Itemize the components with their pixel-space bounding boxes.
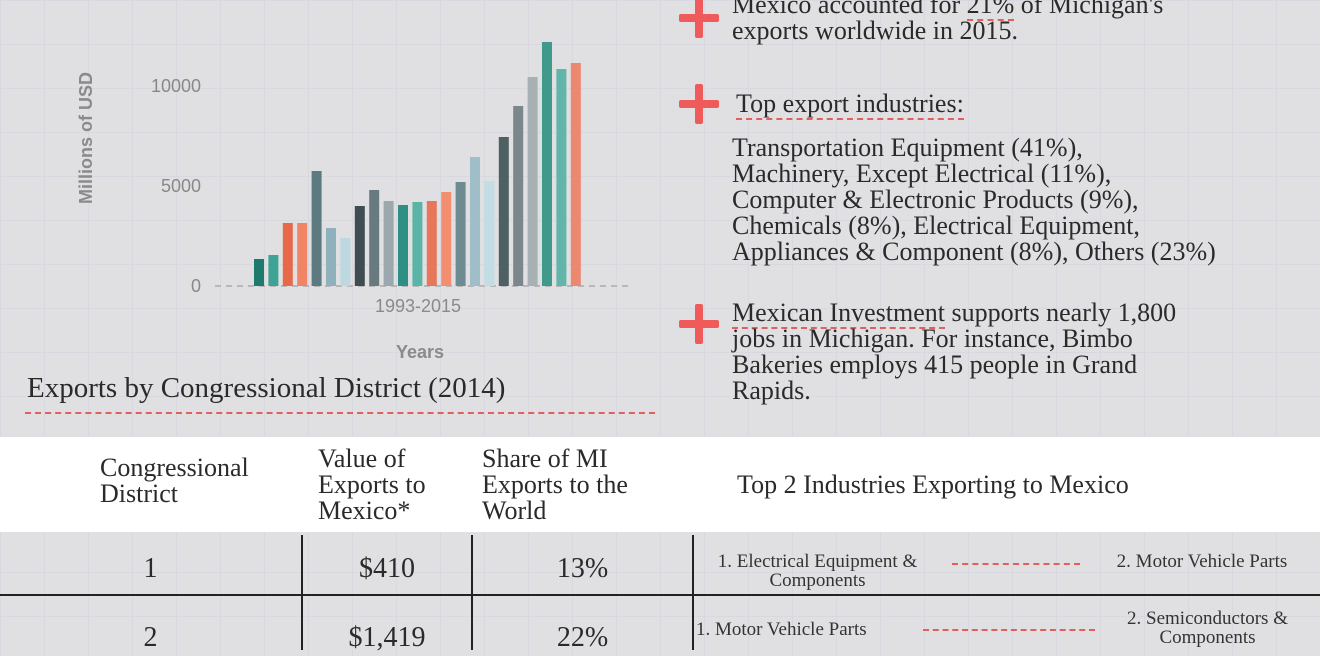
section-underline [25, 412, 655, 414]
x-tick-label: 1993-2015 [375, 296, 461, 316]
plus-icon [679, 84, 719, 124]
bar-1994 [268, 255, 279, 286]
y-tick-label: 10000 [151, 76, 201, 96]
bar-2002 [383, 201, 394, 286]
table-row: 2 $1,419 22% 1. Motor Vehicle Parts 2. S… [0, 596, 1320, 656]
industry-line: Appliances & Component (8%), Others (23%… [732, 237, 1216, 266]
y-tick-label: 0 [191, 276, 201, 296]
exports-bar-chart: Millions of USD 0 5000 10000 1993-2015 Yea… [76, 42, 632, 362]
top-industries-heading: Top export industries: [736, 89, 964, 120]
y-axis-label: Millions of USD [76, 72, 96, 204]
bar-2007 [455, 182, 466, 286]
cell-industry-2: 2. Semiconductors & Components [1100, 609, 1315, 647]
section-title: Exports by Congressional District (2014) [27, 372, 506, 404]
bar-2003 [398, 205, 408, 286]
industry-text: 1. Electrical Equipment & [717, 551, 918, 572]
bar-2009 [484, 181, 495, 286]
industry-line: Computer & Electronic Products (9%), [732, 185, 1139, 214]
cell-industry-1: 1. Electrical Equipment & Components [695, 552, 940, 590]
header-line: Value of [318, 444, 406, 473]
bar-2015 [570, 63, 581, 286]
bar-1993 [254, 259, 264, 286]
cell-value: $1,419 [348, 622, 426, 653]
highlight-mexican-investment: Mexican Investment [732, 298, 945, 329]
cell-industry-1: 1. Motor Vehicle Parts [696, 620, 867, 639]
bar-1999 [340, 238, 351, 286]
plus-icon [679, 0, 719, 38]
header-share: Share of MI Exports to the World [482, 446, 628, 524]
header-industries: Top 2 Industries Exporting to Mexico [737, 470, 1129, 499]
table-row: 1 $410 13% 1. Electrical Equipment & Comp… [0, 535, 1320, 594]
bar-2006 [441, 192, 452, 286]
bar-2004 [412, 202, 423, 286]
bar-1995 [282, 223, 293, 286]
y-tick-label: 5000 [161, 176, 201, 196]
header-value: Value of Exports to Mexico* [318, 446, 426, 524]
header-line: Exports to the [482, 470, 628, 499]
cell-district: 2 [143, 622, 158, 653]
bullet-top-industries-title: Top export industries: [736, 89, 964, 120]
bar-2012 [527, 77, 538, 286]
highlight-21-percent: 21% [966, 0, 1015, 21]
row-divider [0, 594, 1320, 596]
industry-text: Components [769, 570, 866, 591]
bullet-investment: Mexican Investment supports nearly 1,800… [732, 298, 1177, 405]
bar-1997 [311, 171, 322, 286]
dash-connector [923, 629, 1095, 631]
industry-line: Transportation Equipment (41%), [732, 133, 1083, 162]
bar-2008 [470, 157, 480, 286]
header-district: Congressional District [100, 455, 249, 507]
column-divider [471, 535, 473, 650]
cell-district: 1 [143, 553, 158, 584]
top-industries-list: Transportation Equipment (41%), Machiner… [732, 135, 1216, 265]
cell-industry-2: 2. Motor Vehicle Parts [1093, 552, 1311, 571]
industry-line: Chemicals (8%), Electrical Equipment, [732, 211, 1140, 240]
header-line: Share of MI [482, 444, 608, 473]
header-line: District [100, 479, 178, 508]
bullet-text: jobs in Michigan. For instance, Bimbo [732, 324, 1133, 353]
industry-text: 2. Semiconductors & [1127, 608, 1288, 629]
bullet-text: supports nearly 1,800 [945, 298, 1177, 327]
bullet-text: Mexico accounted for [732, 0, 967, 19]
bullet-text: exports worldwide in 2015. [732, 16, 1018, 45]
bar-2001 [369, 190, 380, 286]
table-header: Congressional District Value of Exports to… [0, 437, 1320, 532]
bar-1996 [297, 223, 308, 286]
cell-share: 22% [556, 622, 609, 653]
bullet-text: Rapids. [732, 376, 811, 405]
bullet-text: Bakeries employs 415 people in Grand [732, 350, 1138, 379]
industry-text: 2. Motor Vehicle Parts [1116, 551, 1288, 572]
industry-line: Machinery, Except Electrical (11%), [732, 159, 1112, 188]
column-divider [692, 535, 694, 650]
bar-1998 [326, 228, 336, 286]
header-line: Mexico* [318, 496, 411, 525]
bar-2011 [513, 106, 524, 286]
bar-2000 [354, 206, 365, 286]
bullet-mexico-share: Mexico accounted for 21% of Michigan's e… [732, 0, 1163, 44]
cell-value: $410 [359, 553, 415, 584]
header-line: World [482, 496, 547, 525]
industry-text: 1. Motor Vehicle Parts [696, 619, 867, 640]
dash-connector [952, 563, 1080, 565]
bar-2010 [498, 137, 509, 286]
plus-icon [679, 304, 719, 344]
bar-2014 [556, 69, 567, 286]
bar-2005 [426, 201, 437, 286]
cell-share: 13% [556, 553, 609, 584]
header-line: Exports to [318, 470, 426, 499]
x-axis-label: Years [396, 342, 444, 362]
bullet-text: of Michigan's [1014, 0, 1164, 19]
industry-text: Components [1159, 627, 1256, 648]
bar-2013 [542, 42, 552, 286]
header-line: Congressional [100, 453, 249, 482]
column-divider [301, 535, 303, 650]
